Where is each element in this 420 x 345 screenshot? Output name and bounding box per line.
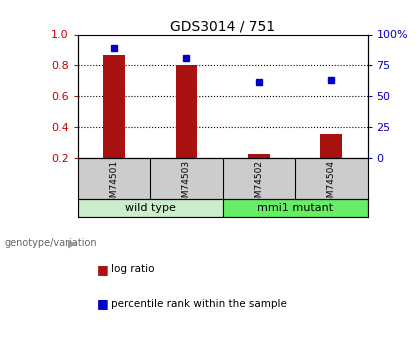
Text: genotype/variation: genotype/variation	[4, 238, 97, 248]
Text: GSM74503: GSM74503	[182, 160, 191, 209]
Text: GSM74504: GSM74504	[327, 160, 336, 209]
Text: GSM74501: GSM74501	[110, 160, 118, 209]
Bar	[176, 66, 197, 158]
Bar	[103, 56, 125, 158]
Bar	[223, 199, 368, 217]
Bar	[320, 134, 342, 158]
Text: wild type: wild type	[125, 204, 176, 214]
Text: ■: ■	[97, 297, 108, 310]
Title: GDS3014 / 751: GDS3014 / 751	[170, 19, 275, 33]
Text: log ratio: log ratio	[111, 264, 155, 274]
Bar	[78, 199, 223, 217]
Bar	[248, 154, 270, 158]
Text: mmi1 mutant: mmi1 mutant	[257, 204, 333, 214]
Text: GSM74502: GSM74502	[255, 160, 263, 209]
Text: ▶: ▶	[68, 238, 76, 248]
Text: percentile rank within the sample: percentile rank within the sample	[111, 299, 287, 308]
Text: ■: ■	[97, 263, 108, 276]
